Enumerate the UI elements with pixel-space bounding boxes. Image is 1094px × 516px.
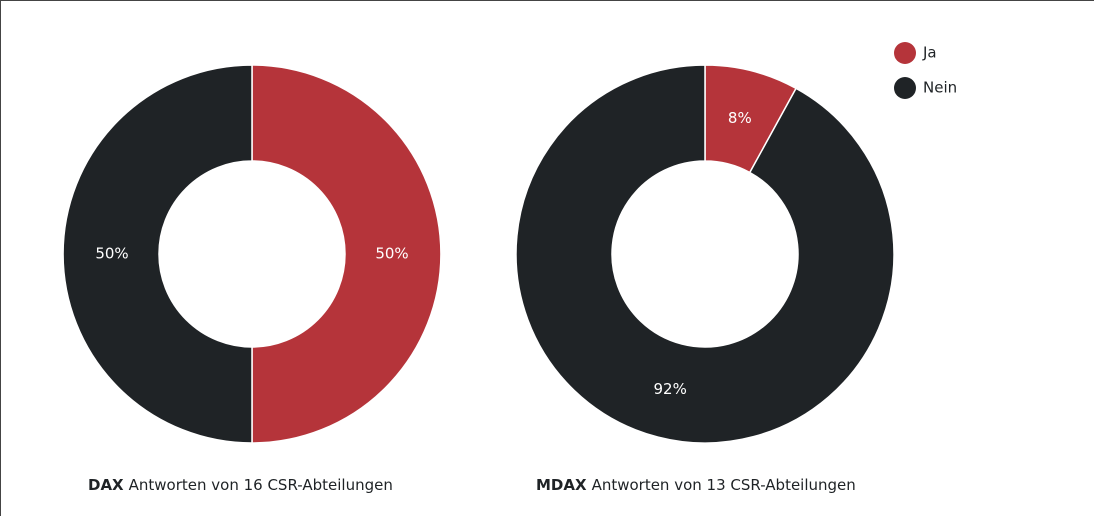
data-label: 50% — [375, 245, 408, 263]
caption: MDAX Antworten von 13 CSR-Abteilungen — [536, 476, 856, 494]
caption-bold: MDAX — [536, 476, 587, 494]
legend-swatch — [894, 77, 916, 99]
caption-bold: DAX — [88, 476, 124, 494]
caption-text: Antworten von 13 CSR-Abteilungen — [592, 476, 856, 494]
caption: DAX Antworten von 16 CSR-Abteilungen — [88, 476, 393, 494]
data-label: 8% — [728, 109, 752, 127]
legend-label: Nein — [923, 79, 957, 97]
donut-slice — [251, 64, 442, 444]
legend-label: Ja — [922, 44, 937, 62]
legend-swatch — [894, 42, 916, 64]
donut-slice — [62, 64, 253, 444]
caption-text: Antworten von 16 CSR-Abteilungen — [129, 476, 393, 494]
data-label: 50% — [95, 245, 128, 263]
donut-slice — [515, 64, 895, 444]
data-label: 92% — [654, 380, 687, 398]
